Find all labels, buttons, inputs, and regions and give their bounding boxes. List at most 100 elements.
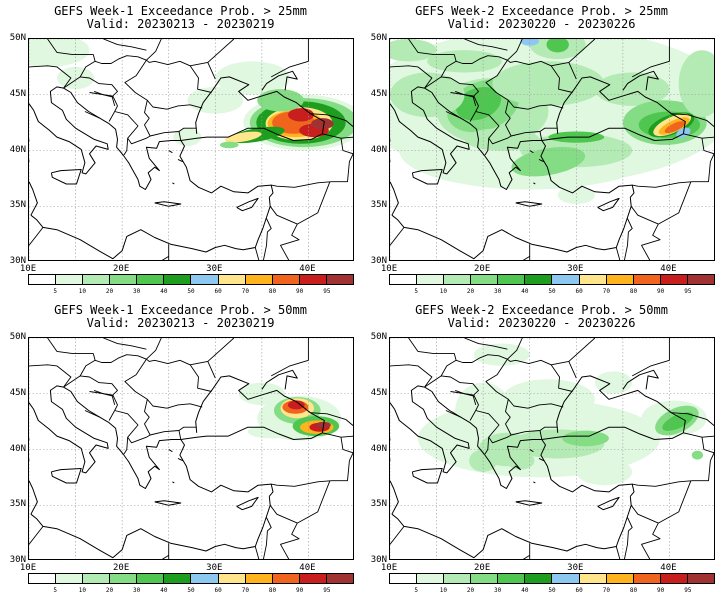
country-border <box>270 338 309 377</box>
probability-region <box>506 451 535 470</box>
colorbar-swatch <box>525 574 553 583</box>
probability-region <box>455 382 511 439</box>
coastline <box>538 158 544 163</box>
coastline <box>180 375 325 440</box>
colorbar-swatch <box>326 574 353 583</box>
panel-valid-dates: Valid: 20230220 - 20230226 <box>447 316 636 330</box>
colorbar-label: 80 <box>268 587 277 594</box>
coastline <box>390 181 399 216</box>
colorbar-swatch <box>498 275 526 284</box>
latitude-label: 30N <box>9 555 26 565</box>
colorbar-label: 80 <box>629 288 638 295</box>
country-border <box>29 227 44 246</box>
probability-region <box>224 131 262 143</box>
country-border <box>207 338 235 362</box>
country-border <box>47 338 96 361</box>
country-border <box>522 256 530 260</box>
coastline <box>261 369 298 390</box>
coastline <box>529 150 534 154</box>
country-border <box>322 432 353 438</box>
colorbar-swatch <box>633 574 661 583</box>
colorbar-swatch <box>471 275 499 284</box>
colorbar-label: 95 <box>684 587 692 594</box>
country-border <box>310 412 353 427</box>
colorbar-label: 10 <box>439 288 447 295</box>
probability-region <box>501 379 595 420</box>
colorbar-swatch <box>390 275 418 284</box>
map-area <box>28 337 354 560</box>
probability-region <box>473 343 530 366</box>
country-border <box>114 111 151 145</box>
longitude-label: 20E <box>474 264 491 274</box>
probability-region <box>464 128 540 151</box>
probability-region <box>288 108 314 122</box>
coastline <box>515 201 543 207</box>
country-border <box>408 39 457 62</box>
country-border <box>671 113 714 128</box>
country-border <box>683 133 714 139</box>
coastline <box>29 385 109 474</box>
country-border <box>124 59 203 110</box>
colorbar-label: 90 <box>296 288 304 295</box>
country-border <box>89 92 116 107</box>
colorbar-label: 10 <box>78 288 86 295</box>
colorbar-label: 20 <box>105 288 114 295</box>
colorbar-label: 95 <box>684 288 692 295</box>
colorbar-swatch <box>164 574 192 583</box>
country-border <box>146 338 162 360</box>
map-panel-w2_25: GEFS Week-2 Exceedance Prob. > 25mm Valid… <box>361 0 722 299</box>
probability-region <box>238 382 286 405</box>
probability-region <box>220 141 239 149</box>
colorbar-label: 5 <box>414 288 418 295</box>
longitude-label: 40E <box>299 563 316 573</box>
probability-region <box>287 400 305 410</box>
colorbar-label: 5 <box>414 587 418 594</box>
country-border <box>270 39 309 78</box>
colorbar-swatch <box>552 574 580 583</box>
colorbar <box>389 573 715 584</box>
colorbar <box>389 274 715 285</box>
colorbar-swatch <box>56 275 84 284</box>
colorbar-swatch <box>660 275 688 284</box>
colorbar-swatch <box>390 574 418 583</box>
coastline <box>529 449 534 453</box>
country-border <box>671 412 714 427</box>
probability-region <box>594 72 670 106</box>
coastline <box>236 197 259 212</box>
colorbar-swatch <box>83 574 111 583</box>
coastline <box>411 468 443 484</box>
coastline <box>154 500 182 506</box>
country-border <box>322 133 353 139</box>
country-border <box>124 358 203 409</box>
country-border <box>551 360 577 379</box>
coastline <box>180 76 325 141</box>
longitude-label: 30E <box>567 563 584 573</box>
coastline <box>30 496 271 559</box>
longitude-label: 30E <box>206 264 223 274</box>
country-border <box>464 338 508 350</box>
country-border <box>89 391 116 406</box>
latitude-label: 35N <box>370 499 387 510</box>
coastline <box>622 70 659 91</box>
probability-region <box>390 39 437 62</box>
probability-region <box>691 450 703 460</box>
latitude-label: 50N <box>370 33 387 43</box>
country-border <box>424 375 479 421</box>
coastline <box>154 201 182 207</box>
coastline <box>533 481 536 484</box>
probability-region <box>562 430 609 447</box>
country-border <box>178 430 182 440</box>
country-border <box>539 131 543 141</box>
coastline <box>411 169 443 185</box>
colorbar-label: 10 <box>439 587 447 594</box>
latitude-label: 30N <box>370 256 387 266</box>
probability-region <box>664 121 686 134</box>
colorbar-swatch <box>606 574 634 583</box>
colorbar-swatch <box>29 574 57 583</box>
colorbar-label: 90 <box>657 587 665 594</box>
coastline <box>168 150 173 154</box>
colorbar-swatch <box>245 574 273 583</box>
colorbar-swatch <box>633 275 661 284</box>
colorbar-label: 40 <box>160 587 168 594</box>
latitude-label: 50N <box>9 332 26 342</box>
